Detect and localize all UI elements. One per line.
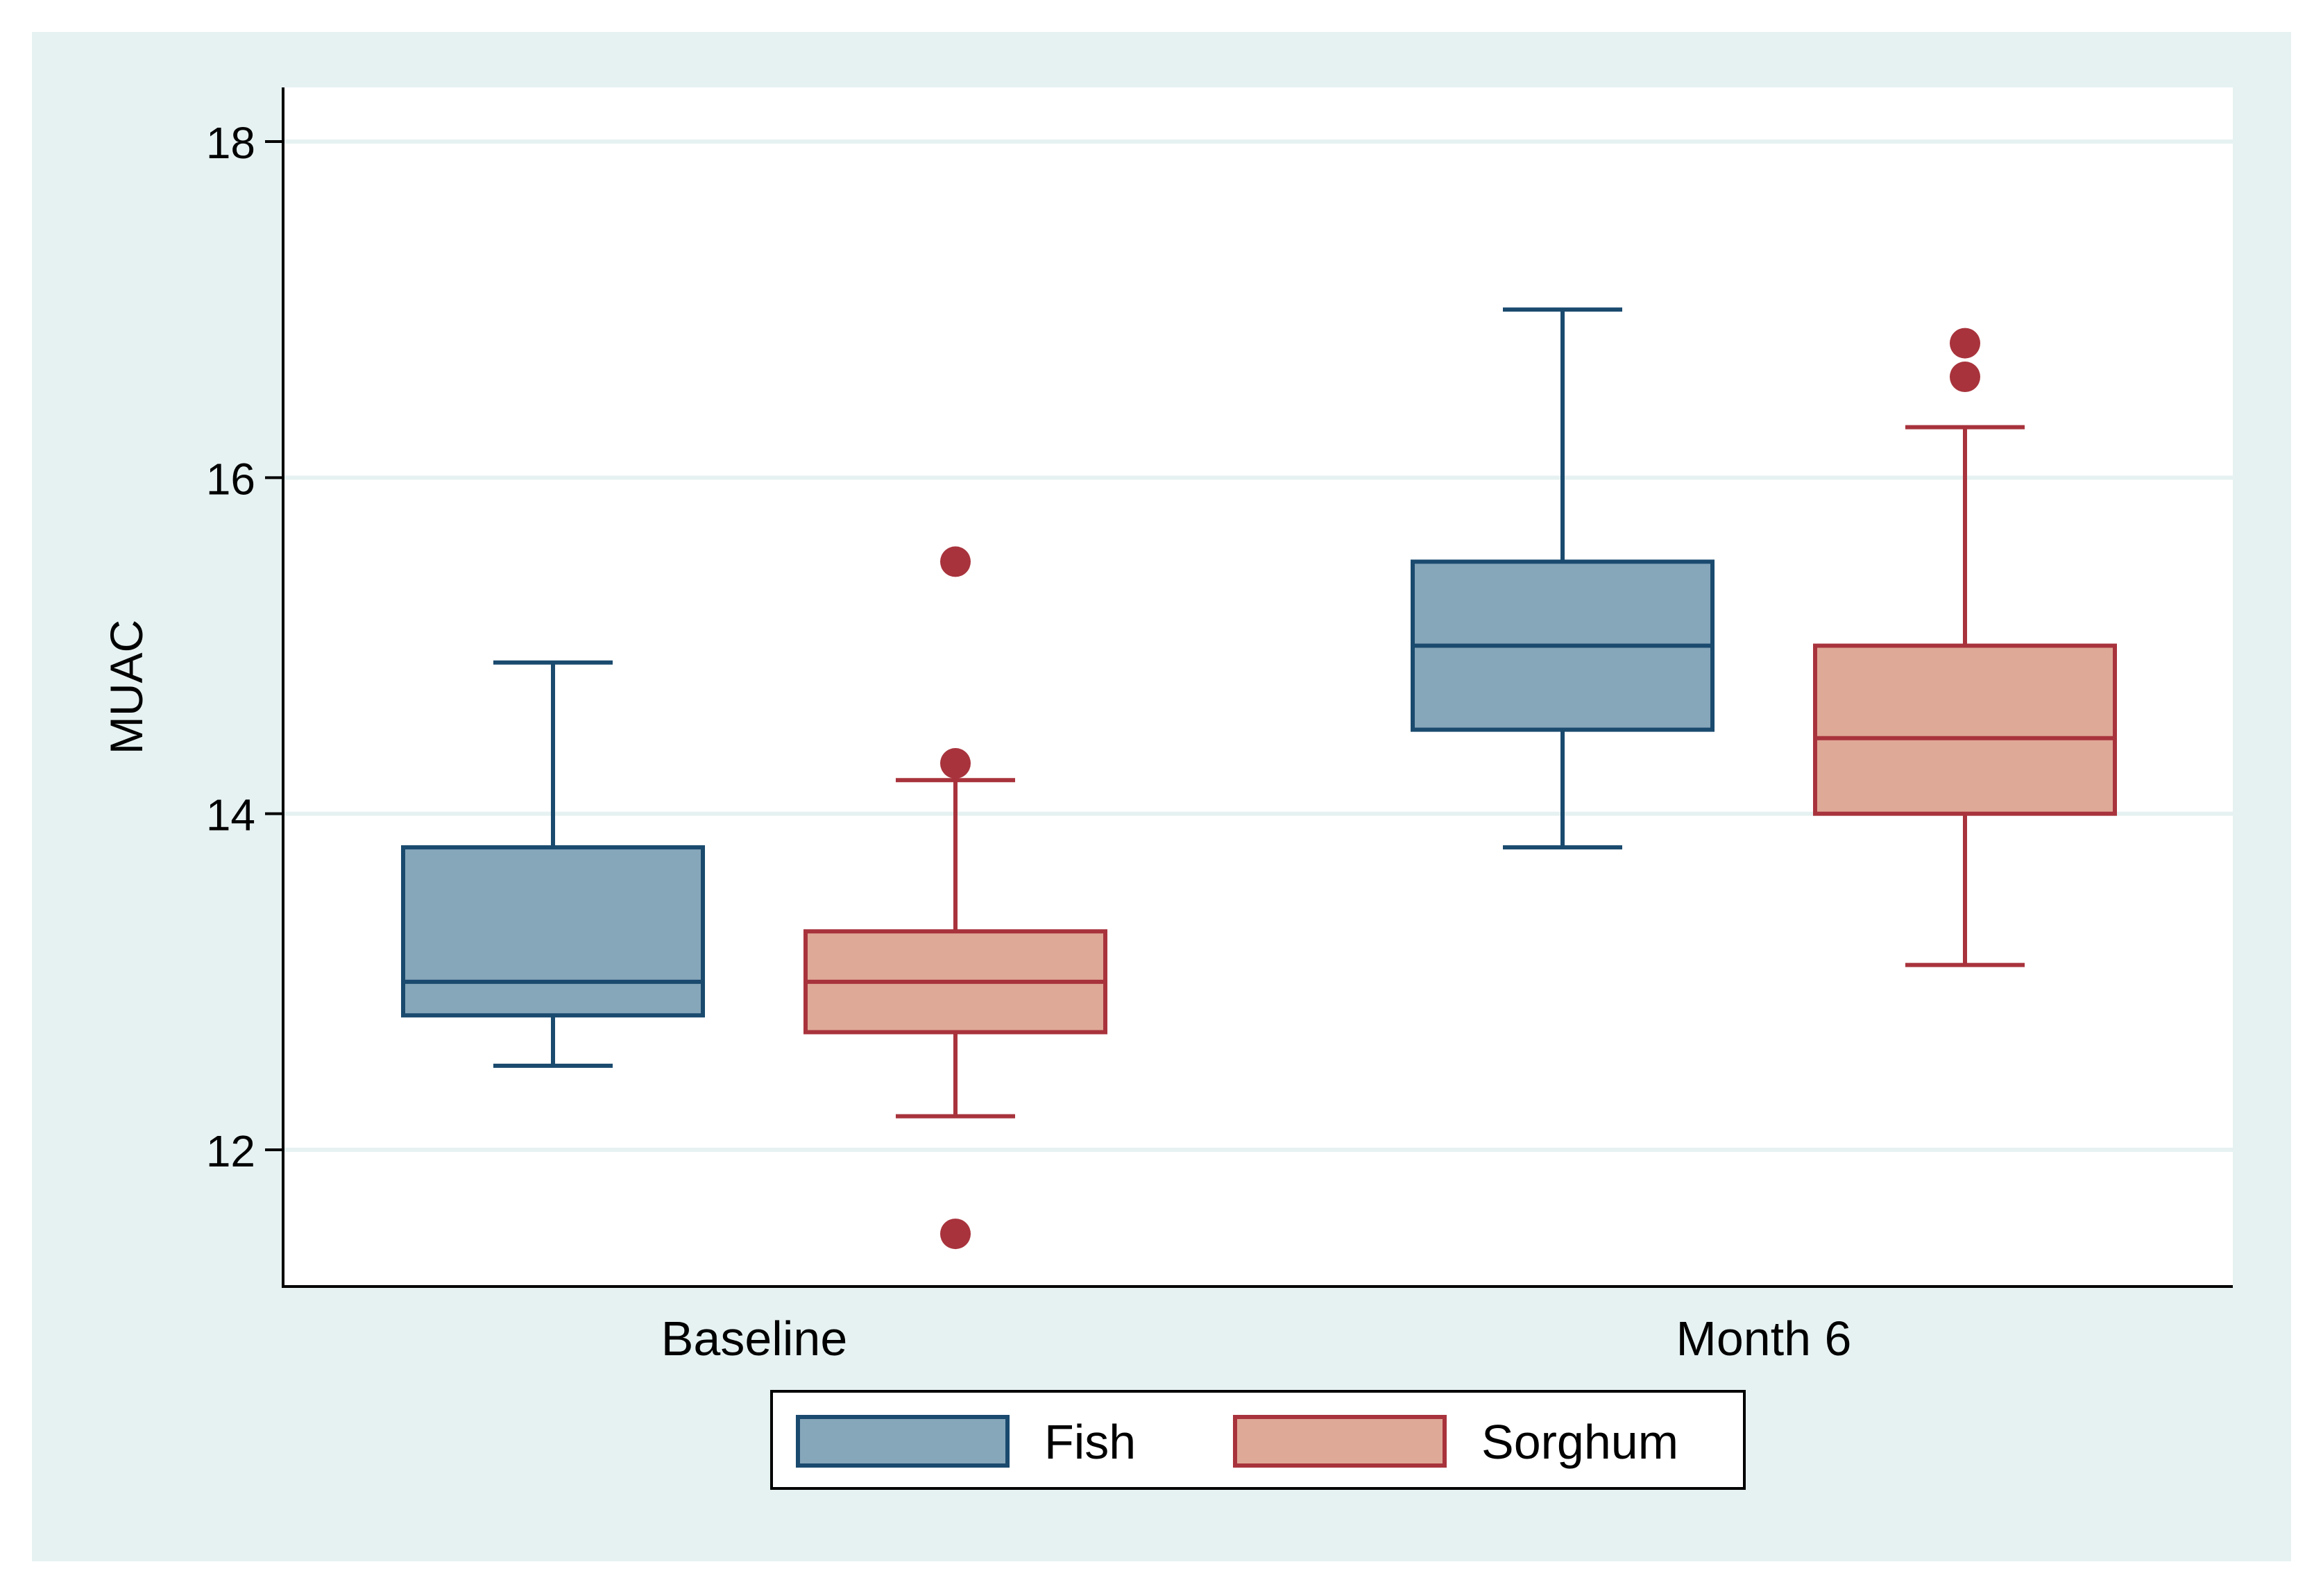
legend: Fish Sorghum — [770, 1390, 1746, 1490]
y-ticks: 12 14 16 18 — [206, 118, 283, 1176]
series-sorghum — [803, 328, 2117, 1250]
x-tick-label: Month 6 — [1676, 1311, 1852, 1366]
axes — [282, 87, 2233, 1288]
y-tick-label: 18 — [206, 118, 255, 168]
box-series — [401, 307, 2117, 1250]
box-fish-baseline — [401, 660, 705, 1068]
y-tick-label: 16 — [206, 454, 255, 504]
y-tick-label: 14 — [206, 790, 255, 840]
box-sorghum-month-6 — [1813, 328, 2117, 967]
box-fish-month-6 — [1411, 307, 1715, 850]
legend-swatch — [796, 1415, 1010, 1468]
iqr-box — [401, 845, 705, 1018]
legend-label: Fish — [1044, 1415, 1136, 1469]
x-tick-label: Baseline — [661, 1311, 848, 1366]
series-fish — [401, 307, 1715, 1068]
legend-item-sorghum: Sorghum — [1233, 1415, 1678, 1469]
y-tick-label: 12 — [206, 1126, 255, 1176]
x-tick-labels: Baseline Month 6 — [661, 1311, 1852, 1366]
outlier-point — [1950, 328, 1980, 359]
outlier-point — [940, 1219, 971, 1250]
y-axis-title: MUAC — [101, 620, 152, 754]
legend-item-fish: Fish — [796, 1415, 1136, 1469]
outlier-point — [940, 546, 971, 577]
outlier-point — [940, 748, 971, 779]
legend-label: Sorghum — [1481, 1415, 1678, 1469]
iqr-box — [1813, 643, 2117, 816]
legend-swatch — [1233, 1415, 1447, 1468]
box-sorghum-baseline — [803, 546, 1107, 1250]
outlier-point — [1950, 362, 1980, 393]
